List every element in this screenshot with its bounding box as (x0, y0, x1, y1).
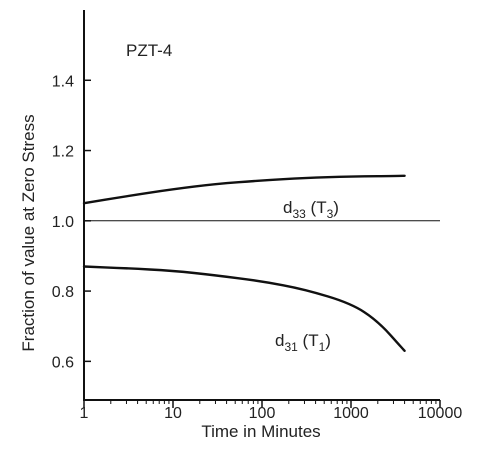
x-tick-label: 100 (249, 405, 276, 422)
y-tick-label: 0.8 (52, 284, 74, 301)
d31-label-sub: 31 (284, 340, 298, 354)
x-tick-label: 10000 (418, 405, 463, 422)
d33-label-paren: (T (306, 198, 327, 217)
d31-label-paren-sub: 1 (319, 340, 326, 354)
y-tick-label: 1.2 (52, 144, 74, 161)
y-tick-label: 1.0 (52, 214, 74, 231)
d31-label-paren: (T (298, 331, 319, 350)
x-ticks: 1 10 100 1000 10000 (80, 400, 463, 422)
axes (83, 10, 440, 401)
series-group (82, 174, 406, 353)
series-label-d33: d33 (T3) (283, 198, 339, 221)
d33-label-main: d (283, 198, 292, 217)
x-tick-label: 1 (80, 405, 89, 422)
series-label-d31: d31 (T1) (275, 331, 331, 354)
y-tick-label: 0.6 (52, 354, 74, 371)
d33-label-paren-close: ) (333, 198, 339, 217)
y-ticks: 0.6 0.8 1.0 1.2 1.4 (52, 73, 91, 371)
material-label: PZT-4 (126, 41, 172, 60)
y-axis-title: Fraction of value at Zero Stress (19, 114, 38, 351)
series-line-d33 (82, 174, 406, 205)
d33-label-sub: 33 (292, 207, 306, 221)
y-tick-label: 1.4 (52, 73, 74, 90)
x-tick-label: 1000 (333, 405, 369, 422)
d31-label-main: d (275, 331, 284, 350)
x-axis-title: Time in Minutes (201, 422, 320, 441)
d31-label-paren-close: ) (325, 331, 331, 350)
series-line-d31 (82, 265, 406, 353)
x-tick-label: 10 (164, 405, 182, 422)
d33-label-paren-sub: 3 (327, 207, 334, 221)
